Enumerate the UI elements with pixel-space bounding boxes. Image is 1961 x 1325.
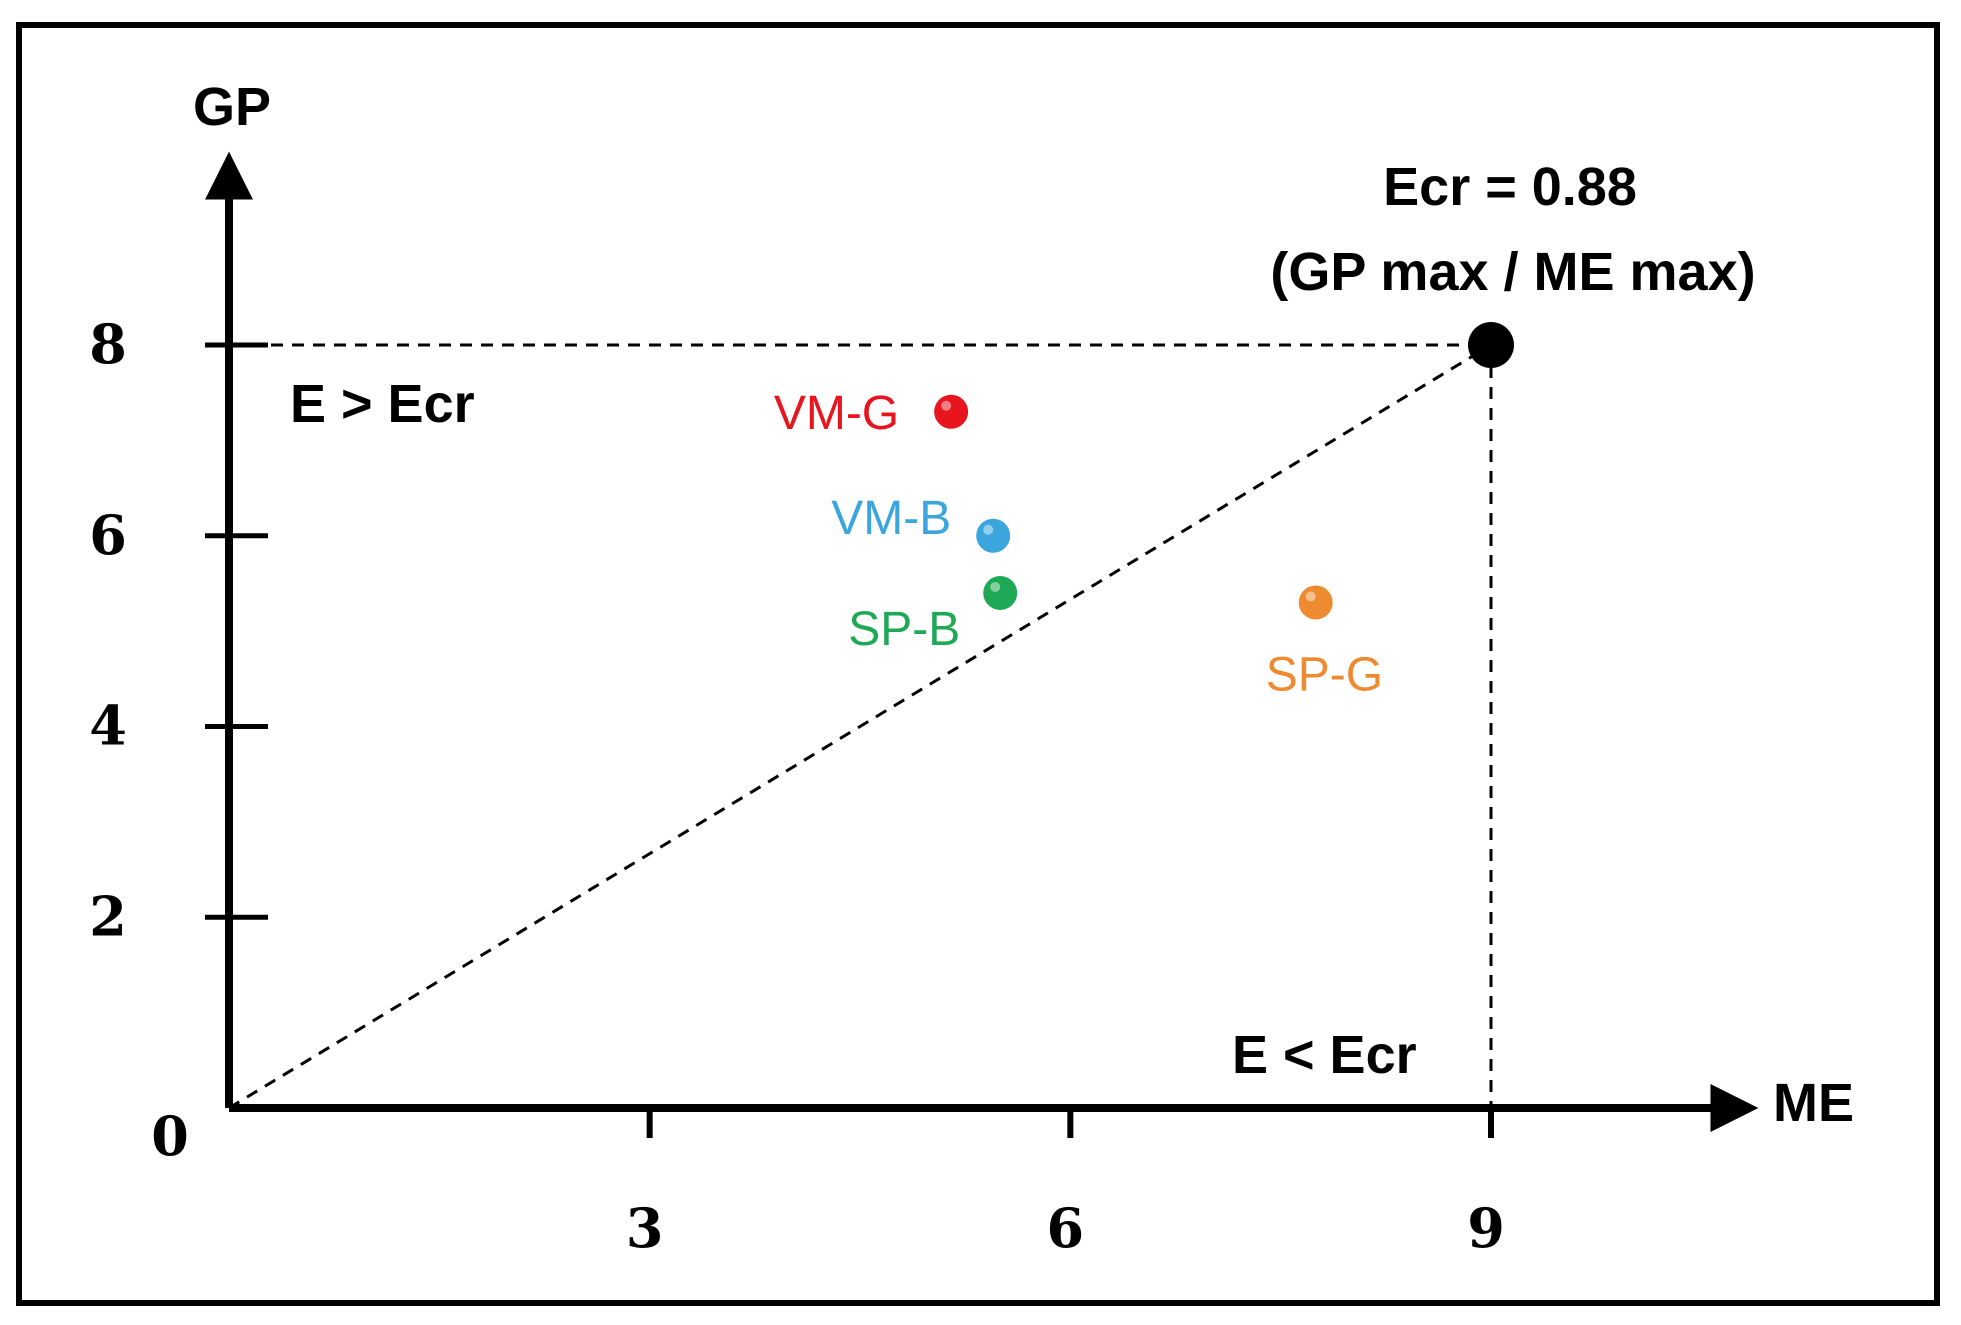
point-label: SP-B [848,603,960,656]
point-label: VM-B [831,492,951,545]
point-marker [1298,585,1333,620]
data-point-vm-b: VM-B [831,492,1011,553]
y-tick-label: 2 [89,884,127,948]
point-highlight [941,400,952,411]
data-point-sp-b: SP-B [848,575,1018,656]
origin-label: 0 [151,1104,189,1168]
point-label: SP-G [1266,649,1383,702]
below-region-label: E < Ecr [1232,1025,1417,1085]
point-label: VM-G [774,387,899,440]
y-ticks: 2 4 6 8 [89,312,268,948]
y-axis-title: GP [193,77,271,137]
point-marker [934,394,969,429]
x-axis-title: ME [1773,1073,1854,1133]
ecr-reference-line [228,343,1492,1110]
data-points: VM-G VM-B SP-B SP-G [774,387,1383,702]
y-tick-label: 8 [89,312,127,376]
ecr-value-label: Ecr = 0.88 [1383,157,1637,217]
y-tick-label: 6 [89,503,127,567]
x-tick-label: 6 [1047,1196,1085,1260]
data-point-sp-g: SP-G [1266,585,1383,702]
x-ticks: 3 6 9 [626,1106,1505,1260]
point-highlight [990,581,1001,592]
x-tick-label: 3 [626,1196,664,1260]
ecr-reference-point [1468,322,1514,368]
point-marker [976,518,1011,553]
y-tick-label: 4 [89,694,127,758]
above-region-label: E > Ecr [290,374,475,434]
point-highlight [983,524,994,535]
point-highlight [1305,591,1316,602]
x-tick-label: 9 [1467,1196,1505,1260]
chart-frame [16,22,1940,1306]
point-marker [983,575,1018,610]
data-point-vm-g: VM-G [774,387,969,440]
ecr-formula-label: (GP max / ME max) [1270,242,1755,302]
